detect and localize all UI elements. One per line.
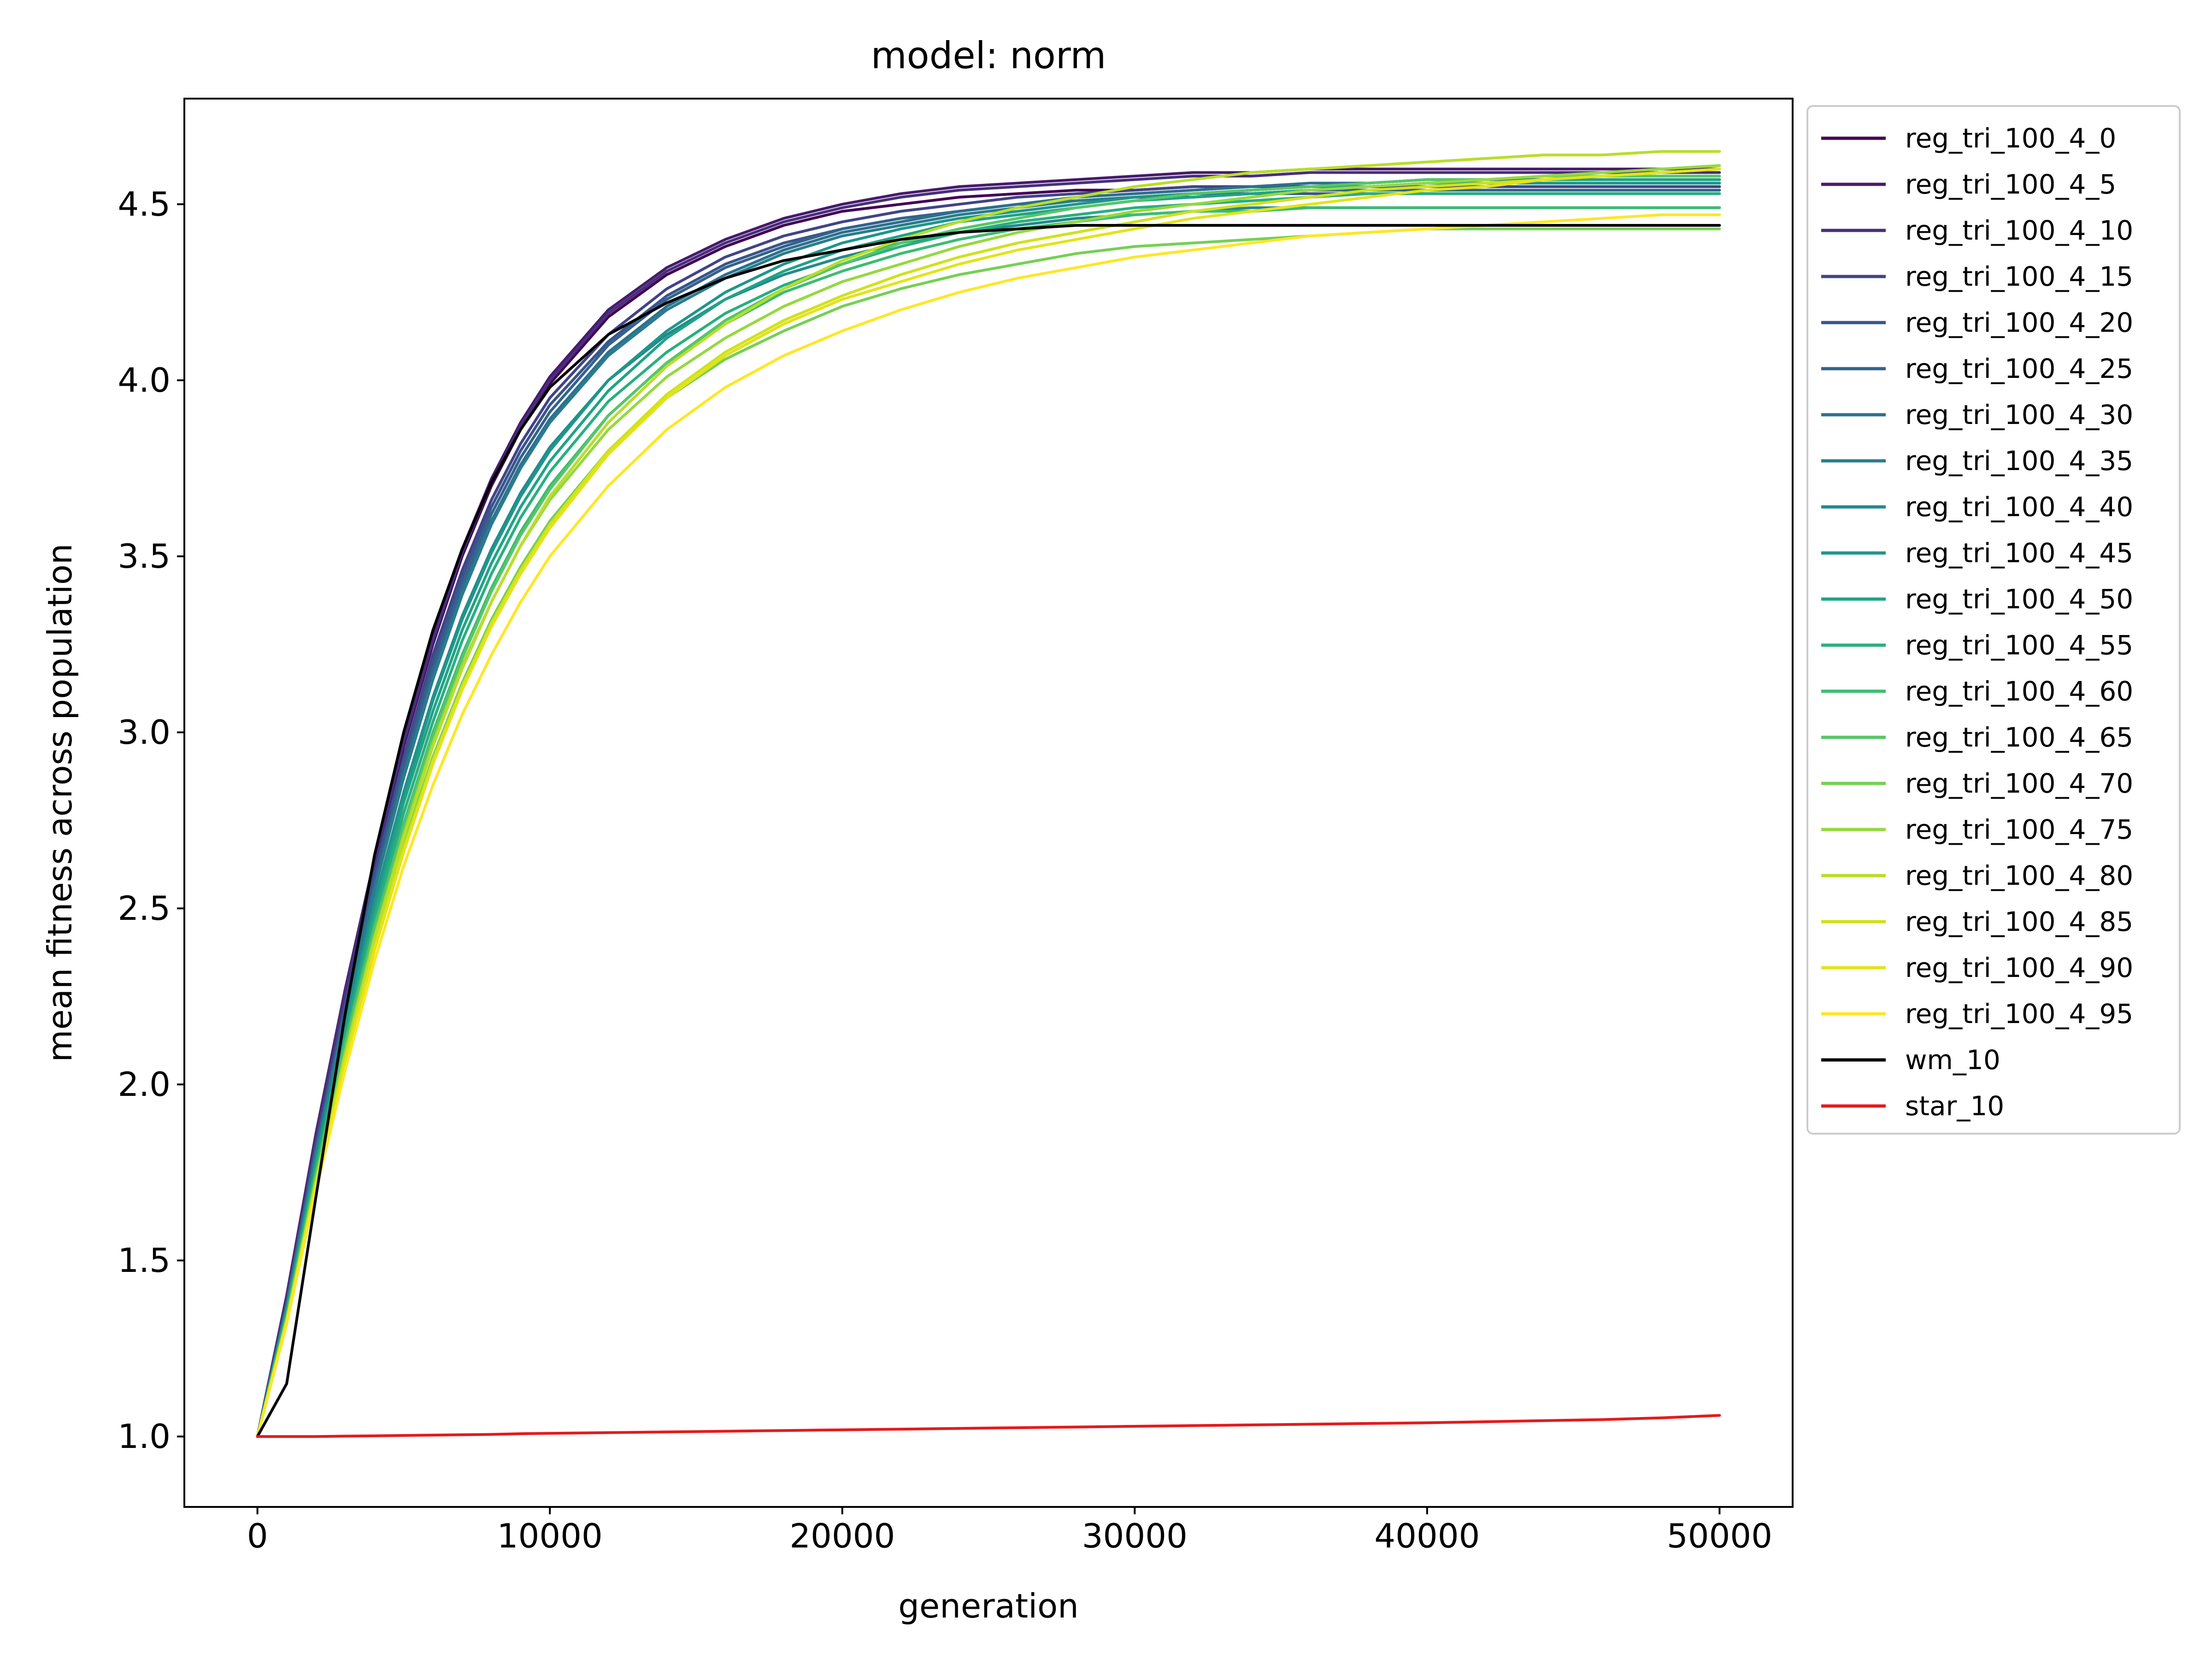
x-tick-label: 20000 <box>789 1517 895 1555</box>
legend-label: reg_tri_100_4_25 <box>1905 353 2133 384</box>
legend-label: reg_tri_100_4_5 <box>1905 169 2116 200</box>
legend-label: reg_tri_100_4_15 <box>1905 261 2133 292</box>
series-line-reg_tri_100_4_65 <box>256 175 1721 1438</box>
legend-label: reg_tri_100_4_90 <box>1905 952 2133 983</box>
x-tick-label: 0 <box>247 1517 268 1555</box>
legend-label: reg_tri_100_4_55 <box>1905 629 2133 661</box>
legend-label: reg_tri_100_4_10 <box>1905 215 2133 246</box>
y-tick-label: 2.0 <box>118 1065 171 1104</box>
x-tick-label: 40000 <box>1374 1517 1480 1555</box>
y-axis: 1.0 1.5 2.0 2.5 3.0 3.5 4.0 4.5 <box>118 185 184 1456</box>
legend-label: reg_tri_100_4_85 <box>1905 906 2133 937</box>
y-tick-label: 3.5 <box>118 537 171 576</box>
legend-label: reg_tri_100_4_50 <box>1905 583 2133 615</box>
series-line-star_10 <box>256 1414 1721 1438</box>
x-axis: 0 10000 20000 30000 40000 50000 <box>247 1507 1772 1555</box>
y-tick-label: 1.0 <box>118 1417 171 1456</box>
legend-label: reg_tri_100_4_45 <box>1905 537 2133 569</box>
legend-label: reg_tri_100_4_30 <box>1905 399 2133 430</box>
y-tick-label: 2.5 <box>118 889 171 928</box>
series-line-reg_tri_100_4_95 <box>256 213 1721 1438</box>
plot-area <box>256 150 1721 1438</box>
legend-label: reg_tri_100_4_35 <box>1905 445 2133 477</box>
legend-label: reg_tri_100_4_60 <box>1905 676 2133 707</box>
legend-label: reg_tri_100_4_65 <box>1905 722 2133 753</box>
series-line-reg_tri_100_4_80 <box>256 150 1721 1438</box>
chart-title: model: norm <box>871 34 1106 77</box>
y-axis-label: mean fitness across population <box>41 543 79 1062</box>
y-tick-label: 3.0 <box>118 713 171 752</box>
series-line-wm_10 <box>256 224 1721 1438</box>
axes-frame <box>183 98 1794 1508</box>
legend-label: reg_tri_100_4_95 <box>1905 998 2133 1030</box>
legend-label: reg_tri_100_4_40 <box>1905 491 2133 523</box>
series-line-reg_tri_100_4_10 <box>256 171 1721 1438</box>
y-tick-label: 4.5 <box>118 185 171 224</box>
x-tick-label: 50000 <box>1667 1517 1772 1555</box>
legend-label: reg_tri_100_4_20 <box>1905 307 2133 338</box>
x-tick-label: 10000 <box>497 1517 603 1555</box>
legend-label: reg_tri_100_4_70 <box>1905 768 2133 799</box>
legend-label: wm_10 <box>1905 1044 2000 1076</box>
y-tick-label: 1.5 <box>118 1241 171 1280</box>
legend-label: reg_tri_100_4_0 <box>1905 123 2116 154</box>
legend-frame <box>1806 105 2181 1135</box>
x-axis-label: generation <box>898 1587 1079 1625</box>
legend-label: star_10 <box>1905 1090 2004 1122</box>
series-line-reg_tri_100_4_90 <box>256 167 1721 1438</box>
legend-label: reg_tri_100_4_80 <box>1905 860 2133 891</box>
x-tick-label: 30000 <box>1082 1517 1188 1555</box>
legend-label: reg_tri_100_4_75 <box>1905 814 2133 845</box>
y-tick-label: 4.0 <box>118 361 171 400</box>
legend: reg_tri_100_4_0 reg_tri_100_4_5 reg_tri_10… <box>1806 105 2181 1135</box>
